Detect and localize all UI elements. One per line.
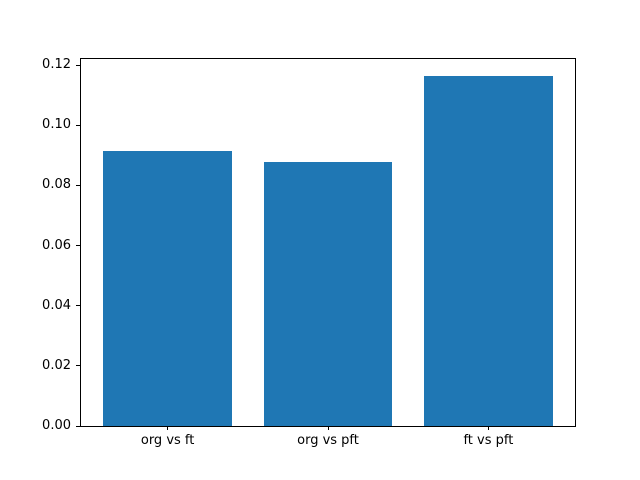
bar-ft-vs-pft bbox=[424, 76, 553, 426]
plot-area: 0.00 0.02 0.04 0.06 0.08 0.10 0.12 org vs ft or… bbox=[42, 57, 576, 448]
y-tick-mark bbox=[76, 425, 80, 427]
y-tick-label: 0.08 bbox=[42, 177, 71, 193]
bar-org-vs-ft bbox=[103, 150, 232, 426]
x-tick-mark bbox=[487, 426, 489, 430]
y-tick-label: 0.12 bbox=[42, 57, 71, 73]
y-tick-label: 0.06 bbox=[42, 237, 71, 253]
y-tick-mark bbox=[76, 184, 80, 186]
y-tick-label: 0.00 bbox=[42, 418, 71, 433]
x-tick-label: org vs ft bbox=[140, 433, 195, 448]
y-tick-mark bbox=[76, 124, 80, 126]
x-tick-mark bbox=[167, 426, 169, 430]
y-tick-label: 0.04 bbox=[42, 297, 71, 313]
y-tick-mark bbox=[76, 305, 80, 307]
x-tick-mark bbox=[327, 426, 329, 430]
x-tick-label: ft vs pft bbox=[463, 433, 514, 448]
bar-org-vs-pft bbox=[263, 162, 393, 426]
y-tick-mark bbox=[76, 365, 80, 367]
y-tick-mark bbox=[76, 64, 80, 66]
y-tick-label: 0.10 bbox=[42, 117, 71, 133]
x-tick-label: org vs pft bbox=[297, 433, 359, 448]
y-tick-label: 0.02 bbox=[42, 357, 71, 373]
y-tick-mark bbox=[76, 245, 80, 246]
